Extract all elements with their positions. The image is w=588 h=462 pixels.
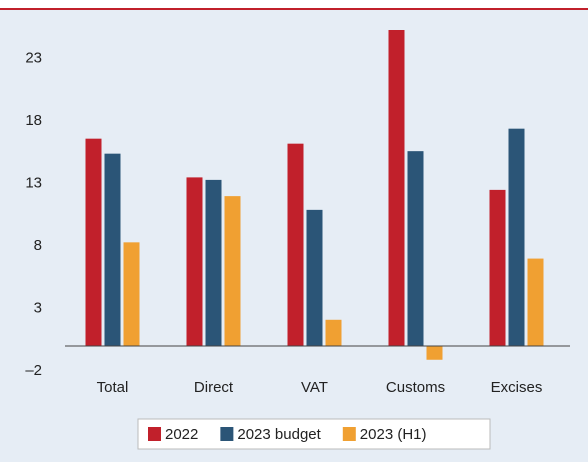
bar bbox=[508, 128, 525, 347]
bar bbox=[527, 258, 544, 347]
bar bbox=[388, 30, 405, 347]
y-tick-label: 18 bbox=[25, 112, 42, 129]
legend-box bbox=[137, 418, 491, 450]
y-tick-label: 23 bbox=[25, 50, 42, 67]
x-tick-label: Customs bbox=[386, 379, 445, 396]
y-tick-label: 13 bbox=[25, 175, 42, 192]
legend-swatch bbox=[148, 427, 161, 441]
bar bbox=[306, 209, 323, 347]
bar bbox=[85, 138, 102, 347]
x-tick-label: Total bbox=[97, 379, 129, 396]
bar bbox=[186, 177, 203, 347]
y-tick-label: 8 bbox=[34, 237, 42, 254]
legend-swatch bbox=[220, 427, 234, 441]
bar bbox=[104, 153, 121, 347]
bar bbox=[489, 189, 506, 347]
x-tick-label: VAT bbox=[301, 379, 328, 396]
legend-label: 2023 (H1) bbox=[360, 426, 427, 443]
bar bbox=[407, 151, 424, 347]
bar bbox=[224, 196, 241, 347]
x-tick-label: Direct bbox=[194, 379, 234, 396]
bar bbox=[325, 319, 342, 347]
bar bbox=[287, 143, 304, 347]
bar bbox=[205, 179, 222, 347]
y-tick-label: 3 bbox=[34, 300, 42, 317]
legend-label: 2023 budget bbox=[237, 426, 321, 443]
y-tick-label: –2 bbox=[25, 362, 42, 379]
bar bbox=[426, 346, 443, 360]
x-tick-label: Excises bbox=[491, 379, 543, 396]
bar bbox=[123, 242, 140, 347]
legend-label: 2022 bbox=[165, 426, 198, 443]
legend-swatch bbox=[342, 427, 356, 441]
top-strip bbox=[0, 0, 588, 9]
